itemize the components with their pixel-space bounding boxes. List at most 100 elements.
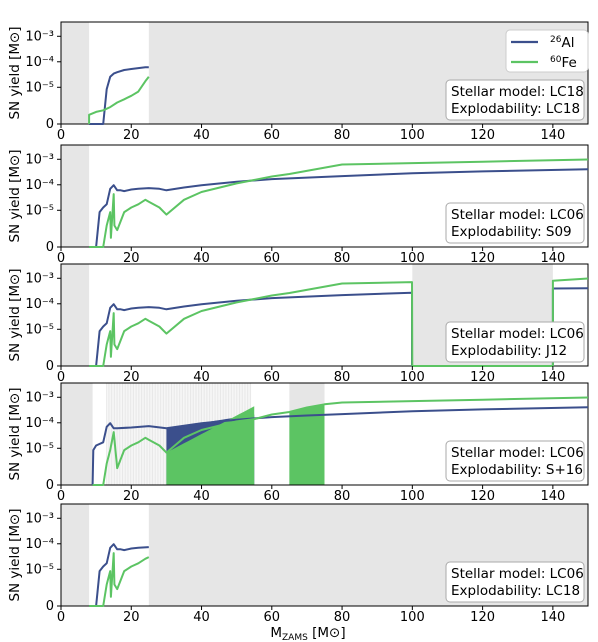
panel-5: 0 20 40 60 80 100 120 140 0 10⁻⁵ 10⁻⁴ 10⁻³SN yield … <box>7 503 589 625</box>
y-tick-label: 0 <box>46 240 54 255</box>
y-axis-label: SN yield [M⊙] <box>7 26 23 119</box>
annotation-line: Explodability: J12 <box>451 343 567 359</box>
y-axis-label: SN yield [M⊙] <box>7 387 23 480</box>
x-tick-label: 20 <box>123 128 140 143</box>
x-tick-label: 60 <box>264 489 281 504</box>
nonexplosion-region <box>61 264 90 366</box>
annotation-line: Explodability: S+16 <box>451 462 583 478</box>
y-tick-label: 10⁻³ <box>25 152 54 167</box>
x-tick-label: 100 <box>400 610 425 625</box>
x-tick-label: 140 <box>540 370 565 385</box>
x-tick-label: 140 <box>540 489 565 504</box>
y-tick-label: 10⁻⁴ <box>25 178 54 193</box>
series-line-fe60 <box>89 277 589 367</box>
panel-2: 0 20 40 60 80 100 120 140 0 10⁻⁵ 10⁻⁴ 10⁻³SN yield … <box>7 144 589 266</box>
legend-fe-label: 60Fe <box>550 55 577 71</box>
y-tick-label: 0 <box>46 359 54 374</box>
series-line-al26 <box>89 66 149 125</box>
series-line-fe60 <box>89 552 150 607</box>
x-tick-label: 0 <box>57 489 65 504</box>
series-line-al26 <box>89 168 589 248</box>
y-tick-label: 10⁻⁵ <box>25 203 54 218</box>
y-tick-label: 10⁻⁴ <box>25 416 54 431</box>
x-tick-label: 20 <box>123 489 140 504</box>
annotation-box <box>445 440 585 482</box>
annotation-box <box>445 202 585 244</box>
y-tick-label: 10⁻³ <box>25 271 54 286</box>
y-tick-label: 0 <box>46 117 54 132</box>
x-tick-label: 80 <box>334 128 351 143</box>
y-tick-label: 10⁻⁵ <box>25 80 54 95</box>
series-line-fe60 <box>89 158 589 248</box>
x-tick-label: 0 <box>57 251 65 266</box>
annotation-line: Stellar model: LC18 <box>451 84 584 100</box>
x-tick-label: 80 <box>334 610 351 625</box>
y-tick-label: 10⁻⁵ <box>25 441 54 456</box>
x-tick-label: 140 <box>540 128 565 143</box>
series-line-al26 <box>91 406 589 486</box>
annotation-line: Explodability: LC18 <box>451 101 580 117</box>
nonexplosion-region <box>61 504 90 606</box>
panel-4: 0 20 40 60 80 100 120 140 0 10⁻⁵ 10⁻⁴ 10⁻³SN yield … <box>7 382 589 504</box>
x-tick-label: 40 <box>193 251 210 266</box>
x-tick-label: 60 <box>264 370 281 385</box>
x-tick-label: 80 <box>334 489 351 504</box>
axes-frame <box>60 21 589 125</box>
annotation-line: Stellar model: LC06 <box>451 326 584 342</box>
x-tick-label: 120 <box>470 370 495 385</box>
x-tick-label: 40 <box>193 370 210 385</box>
x-tick-label: 20 <box>123 610 140 625</box>
y-tick-label: 10⁻³ <box>25 390 54 405</box>
x-tick-label: 100 <box>400 251 425 266</box>
x-tick-label: 100 <box>400 370 425 385</box>
y-tick-label: 10⁻³ <box>25 29 54 44</box>
x-tick-label: 40 <box>193 610 210 625</box>
x-tick-label: 60 <box>264 251 281 266</box>
x-axis-label: MZAMS [M⊙] <box>270 625 345 642</box>
x-tick-label: 80 <box>334 370 351 385</box>
x-tick-label: 0 <box>57 370 65 385</box>
series-line-fe60 <box>88 76 150 124</box>
axes-frame <box>60 144 589 248</box>
annotation-box <box>445 79 585 121</box>
y-tick-label: 10⁻⁵ <box>25 322 54 337</box>
y-tick-label: 10⁻⁴ <box>25 297 54 312</box>
annotation-line: Explodability: LC18 <box>451 583 580 599</box>
y-tick-label: 10⁻⁴ <box>25 537 54 552</box>
legend: 26Al 60Fe <box>505 29 589 73</box>
x-tick-label: 80 <box>334 251 351 266</box>
x-tick-label: 0 <box>57 128 65 143</box>
x-tick-label: 120 <box>470 610 495 625</box>
panel-3: 0 20 40 60 80 100 120 140 0 10⁻⁵ 10⁻⁴ 10⁻³SN yield … <box>7 263 589 385</box>
series-line-al26 <box>89 543 149 607</box>
nonexplosion-region <box>61 22 90 124</box>
fe60-dense-band <box>166 406 255 485</box>
y-tick-label: 10⁻³ <box>25 511 54 526</box>
nonexplosion-region <box>61 145 90 247</box>
y-axis-label: SN yield [M⊙] <box>7 268 23 361</box>
x-tick-label: 120 <box>470 128 495 143</box>
x-tick-label: 60 <box>264 128 281 143</box>
y-tick-label: 0 <box>46 599 54 614</box>
axes-frame <box>60 263 589 367</box>
axes-frame <box>60 503 589 607</box>
x-tick-label: 100 <box>400 128 425 143</box>
axes-frame <box>60 382 589 486</box>
x-tick-label: 0 <box>57 610 65 625</box>
x-tick-label: 60 <box>264 610 281 625</box>
nonexplosion-region <box>61 383 93 485</box>
series-line-fe60 <box>92 396 589 486</box>
x-tick-label: 140 <box>540 610 565 625</box>
x-tick-label: 140 <box>540 251 565 266</box>
y-axis-label: SN yield [M⊙] <box>7 149 23 242</box>
y-tick-label: 10⁻⁴ <box>25 55 54 70</box>
annotation-box <box>445 321 585 363</box>
x-tick-label: 20 <box>123 370 140 385</box>
annotation-line: Stellar model: LC06 <box>451 445 584 461</box>
annotation-box <box>445 561 585 603</box>
x-tick-label: 120 <box>470 489 495 504</box>
panel-1: 0 20 40 60 80 100 120 140 0 10⁻⁵ 10⁻⁴ 10⁻³SN yield … <box>7 21 589 143</box>
x-tick-label: 100 <box>400 489 425 504</box>
y-axis-label: SN yield [M⊙] <box>7 508 23 601</box>
